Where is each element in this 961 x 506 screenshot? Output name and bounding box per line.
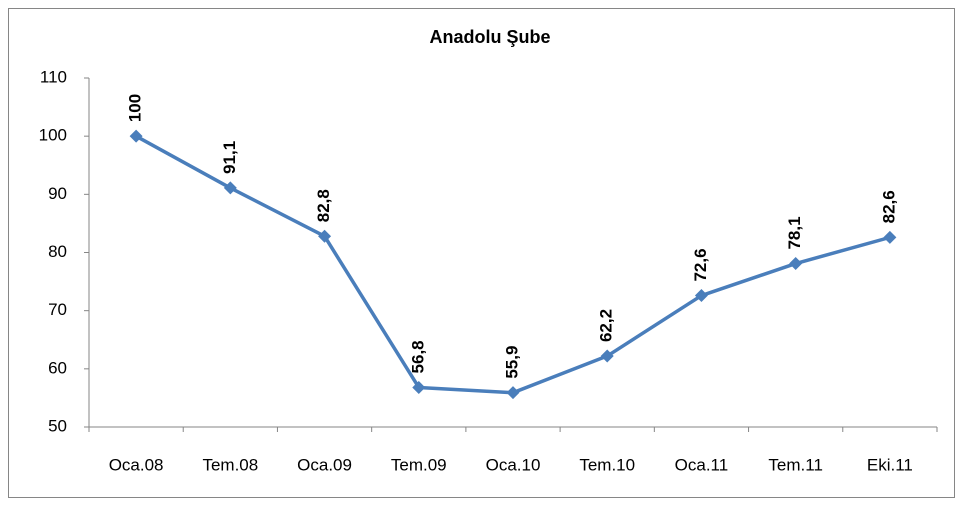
y-tick-label: 60 bbox=[48, 358, 67, 377]
data-label: 72,6 bbox=[691, 248, 710, 281]
y-tick-label: 100 bbox=[39, 126, 67, 145]
data-label: 78,1 bbox=[785, 216, 804, 249]
chart-title: Anadolu Şube bbox=[430, 27, 551, 47]
data-label: 55,9 bbox=[502, 346, 521, 379]
x-tick-label: Tem.10 bbox=[579, 455, 635, 474]
marker bbox=[129, 129, 143, 143]
y-tick-label: 70 bbox=[48, 300, 67, 319]
marker bbox=[412, 380, 426, 394]
data-label: 91,1 bbox=[220, 141, 239, 174]
data-label: 82,6 bbox=[879, 190, 898, 223]
x-tick-label: Oca.10 bbox=[486, 455, 541, 474]
x-tick-label: Oca.11 bbox=[675, 455, 729, 474]
x-tick-label: Tem.11 bbox=[768, 455, 823, 474]
x-tick-label: Tem.08 bbox=[202, 455, 258, 474]
marker bbox=[223, 181, 237, 195]
y-tick-label: 90 bbox=[48, 184, 67, 203]
data-label: 82,8 bbox=[314, 189, 333, 222]
marker bbox=[600, 349, 614, 363]
data-label: 62,2 bbox=[597, 309, 616, 342]
marker bbox=[318, 229, 332, 243]
marker bbox=[789, 257, 803, 271]
data-label: 56,8 bbox=[408, 340, 427, 373]
data-label: 100 bbox=[126, 94, 145, 122]
marker bbox=[694, 289, 708, 303]
x-tick-label: Eki.11 bbox=[867, 455, 913, 474]
x-tick-label: Oca.09 bbox=[297, 455, 352, 474]
marker bbox=[883, 230, 897, 244]
chart-border bbox=[8, 8, 955, 498]
marker bbox=[506, 386, 520, 400]
y-tick-label: 110 bbox=[40, 67, 67, 86]
y-tick-label: 50 bbox=[48, 416, 67, 435]
x-tick-label: Tem.09 bbox=[391, 455, 447, 474]
x-tick-label: Oca.08 bbox=[109, 455, 164, 474]
y-tick-label: 80 bbox=[48, 242, 67, 261]
